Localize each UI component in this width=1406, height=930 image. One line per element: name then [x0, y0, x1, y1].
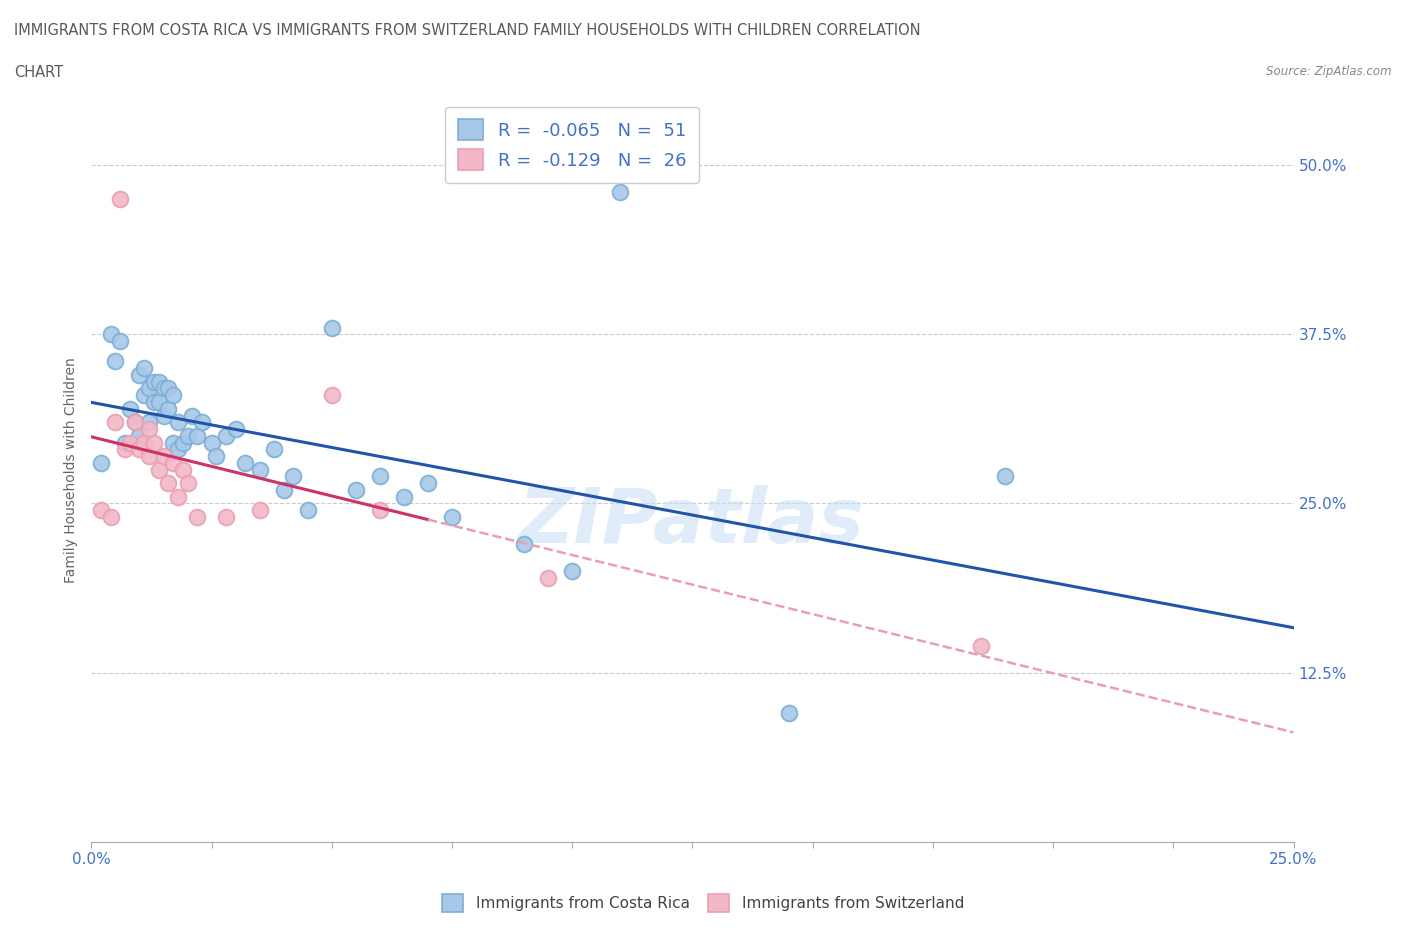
Point — [191, 415, 214, 430]
Point — [215, 429, 238, 444]
Point — [537, 570, 560, 585]
Point — [186, 429, 208, 444]
Point — [134, 435, 156, 450]
Point — [440, 510, 463, 525]
Point — [994, 469, 1017, 484]
Point — [124, 415, 146, 430]
Point — [162, 435, 184, 450]
Point — [273, 483, 295, 498]
Text: ZIPatlas: ZIPatlas — [519, 485, 866, 559]
Point — [162, 456, 184, 471]
Point — [176, 476, 198, 491]
Point — [128, 442, 150, 457]
Point — [152, 381, 174, 396]
Point — [215, 510, 238, 525]
Point — [283, 469, 305, 484]
Point — [142, 374, 165, 389]
Point — [110, 334, 132, 349]
Point — [138, 415, 160, 430]
Point — [157, 402, 180, 417]
Point — [263, 442, 285, 457]
Point — [609, 185, 631, 200]
Point — [249, 503, 271, 518]
Point — [172, 462, 194, 477]
Text: CHART: CHART — [14, 65, 63, 80]
Point — [392, 489, 415, 504]
Point — [162, 388, 184, 403]
Point — [561, 564, 583, 578]
Text: IMMIGRANTS FROM COSTA RICA VS IMMIGRANTS FROM SWITZERLAND FAMILY HOUSEHOLDS WITH: IMMIGRANTS FROM COSTA RICA VS IMMIGRANTS… — [14, 23, 921, 38]
Point — [778, 706, 800, 721]
Point — [368, 503, 391, 518]
Point — [148, 374, 170, 389]
Point — [513, 537, 536, 551]
Point — [157, 381, 180, 396]
Point — [157, 476, 180, 491]
Point — [321, 388, 343, 403]
Point — [167, 415, 190, 430]
Point — [138, 381, 160, 396]
Point — [297, 503, 319, 518]
Point — [142, 394, 165, 409]
Point — [134, 388, 156, 403]
Point — [321, 320, 343, 335]
Point — [233, 456, 256, 471]
Point — [181, 408, 204, 423]
Legend: Immigrants from Costa Rica, Immigrants from Switzerland: Immigrants from Costa Rica, Immigrants f… — [436, 888, 970, 918]
Point — [416, 476, 439, 491]
Legend: R =  -0.065   N =  51, R =  -0.129   N =  26: R = -0.065 N = 51, R = -0.129 N = 26 — [446, 107, 699, 182]
Point — [90, 503, 112, 518]
Y-axis label: Family Households with Children: Family Households with Children — [65, 357, 79, 582]
Point — [138, 421, 160, 436]
Point — [167, 442, 190, 457]
Point — [249, 462, 271, 477]
Point — [148, 394, 170, 409]
Point — [205, 448, 228, 463]
Point — [152, 448, 174, 463]
Point — [172, 435, 194, 450]
Point — [124, 415, 146, 430]
Point — [167, 489, 190, 504]
Point — [100, 327, 122, 342]
Point — [104, 354, 127, 369]
Point — [110, 192, 132, 206]
Point — [186, 510, 208, 525]
Point — [176, 429, 198, 444]
Point — [114, 435, 136, 450]
Text: Source: ZipAtlas.com: Source: ZipAtlas.com — [1267, 65, 1392, 78]
Point — [100, 510, 122, 525]
Point — [142, 435, 165, 450]
Point — [134, 361, 156, 376]
Point — [118, 435, 141, 450]
Point — [344, 483, 367, 498]
Point — [225, 421, 247, 436]
Point — [970, 638, 993, 653]
Point — [201, 435, 224, 450]
Point — [138, 448, 160, 463]
Point — [128, 367, 150, 382]
Point — [90, 456, 112, 471]
Point — [128, 429, 150, 444]
Point — [152, 408, 174, 423]
Point — [118, 402, 141, 417]
Point — [114, 442, 136, 457]
Point — [148, 462, 170, 477]
Point — [104, 415, 127, 430]
Point — [368, 469, 391, 484]
